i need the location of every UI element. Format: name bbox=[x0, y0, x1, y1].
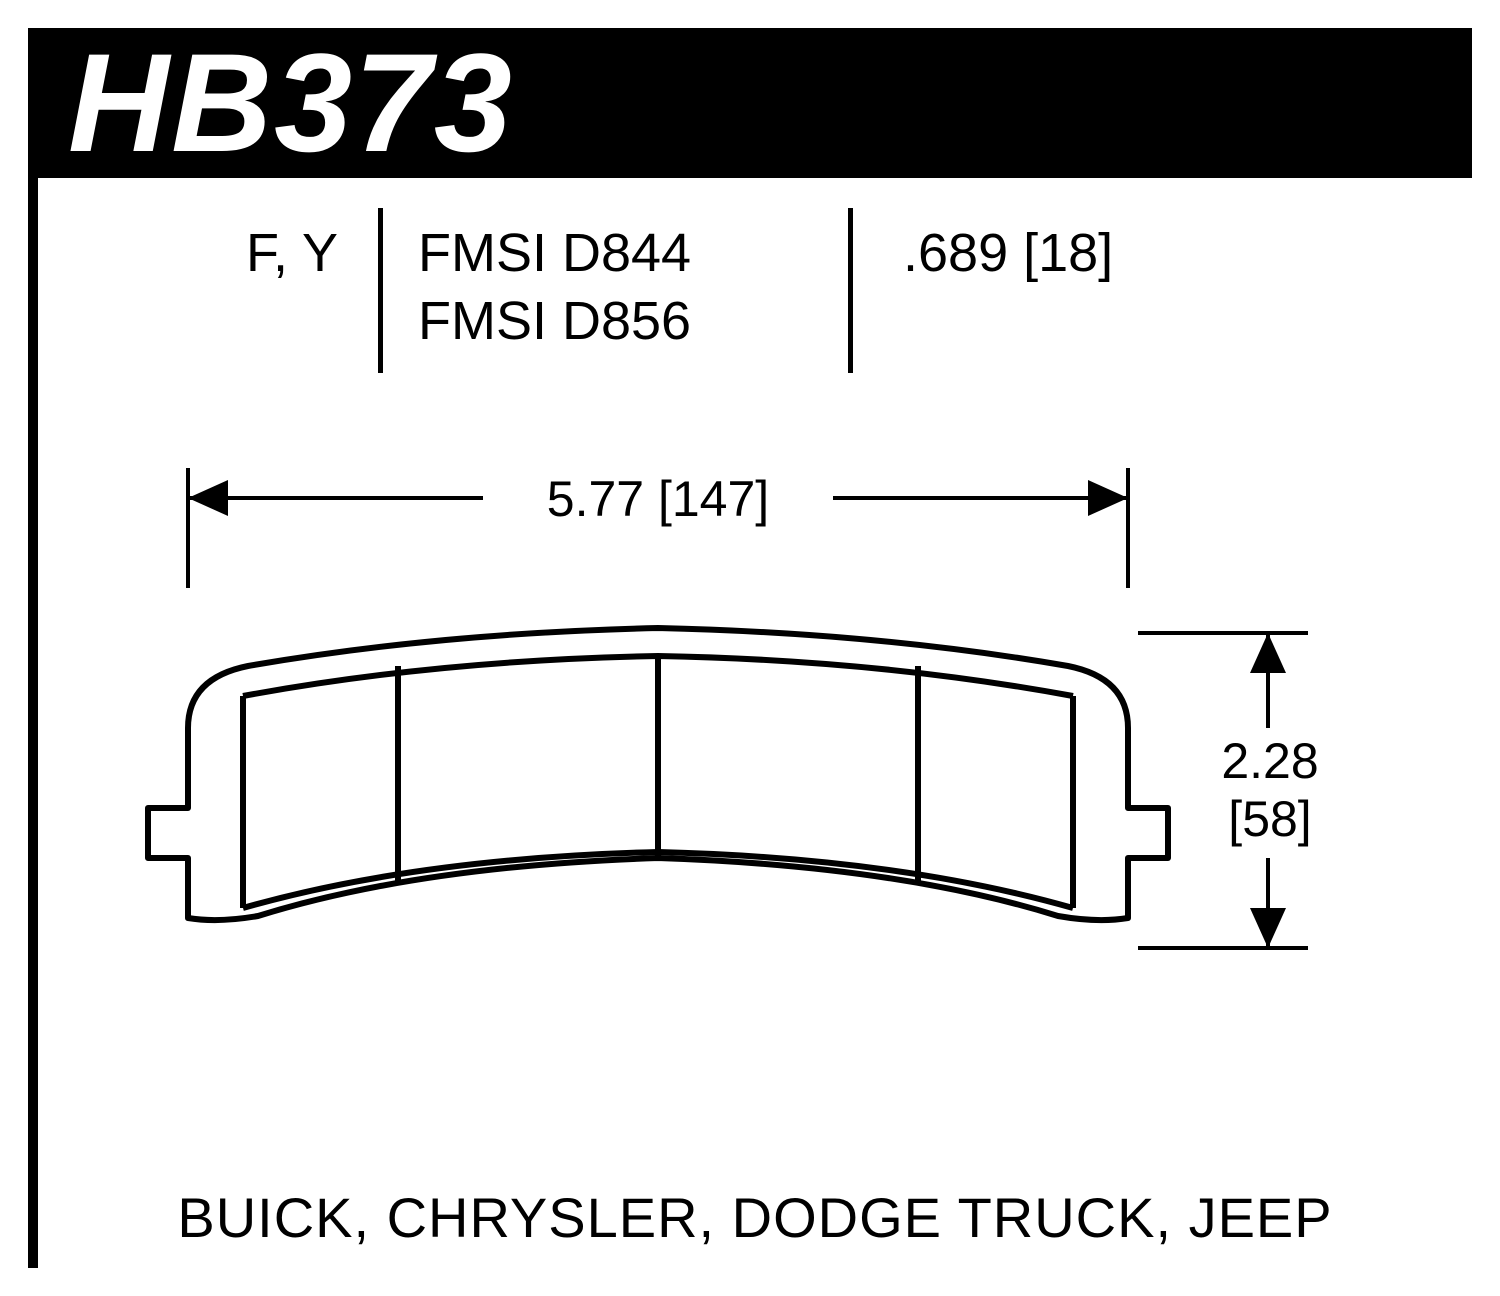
vehicle-applications: BUICK, CHRYSLER, DODGE TRUCK, JEEP bbox=[38, 1185, 1472, 1250]
spec-compounds: F, Y bbox=[38, 220, 338, 288]
spec-fmsi-1: FMSI D844 bbox=[418, 220, 848, 288]
title-bar: HB373 bbox=[28, 28, 1472, 178]
part-number-title: HB373 bbox=[68, 22, 514, 184]
spec-thickness-col: .689 [18] bbox=[848, 208, 1268, 288]
height-dimension: 2.28 [58] bbox=[1138, 633, 1319, 948]
width-dimension: 5.77 [147] bbox=[188, 468, 1128, 588]
diagram-area: 5.77 [147] bbox=[38, 438, 1472, 1158]
brake-pad-shape bbox=[148, 628, 1168, 920]
spec-compounds-col: F, Y bbox=[38, 208, 378, 288]
spec-thickness: .689 [18] bbox=[903, 220, 1268, 288]
width-dim-label: 5.77 [147] bbox=[547, 471, 769, 527]
content-area: F, Y FMSI D844 FMSI D856 .689 [18] 5.77 … bbox=[38, 178, 1472, 1268]
height-dim-label-1: 2.28 bbox=[1221, 733, 1318, 789]
spec-fmsi-2: FMSI D856 bbox=[418, 288, 848, 356]
brake-pad-diagram: 5.77 [147] bbox=[38, 438, 1472, 1158]
spec-fmsi-col: FMSI D844 FMSI D856 bbox=[378, 208, 848, 355]
specs-row: F, Y FMSI D844 FMSI D856 .689 [18] bbox=[38, 208, 1472, 378]
height-dim-label-2: [58] bbox=[1228, 791, 1311, 847]
